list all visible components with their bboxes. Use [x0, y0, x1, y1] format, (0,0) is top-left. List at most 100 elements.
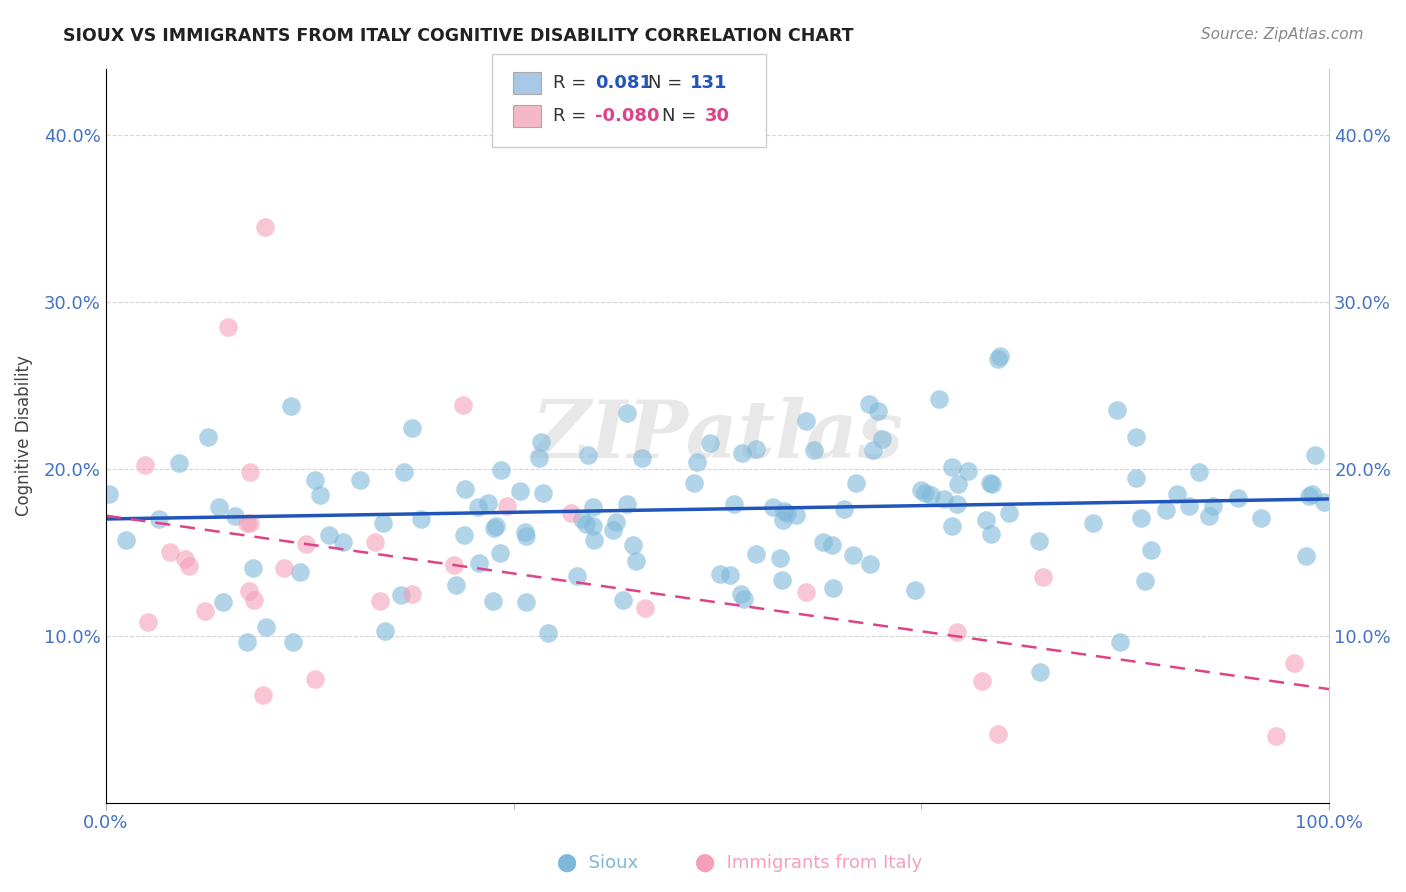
Point [972, 673, 994, 688]
Point [582, 500, 605, 515]
Point [1298, 489, 1320, 503]
Text: R =: R = [553, 74, 592, 92]
Point [733, 591, 755, 606]
Point [730, 587, 752, 601]
Point [980, 526, 1002, 541]
Point [409, 511, 432, 525]
Point [1032, 570, 1054, 584]
Point [252, 688, 274, 702]
Text: -0.080: -0.080 [595, 107, 659, 125]
Point [762, 500, 785, 515]
Point [443, 558, 465, 572]
Point [987, 351, 1010, 366]
Point [941, 459, 963, 474]
Point [401, 421, 423, 435]
Point [212, 595, 235, 609]
Point [239, 466, 262, 480]
Text: ⬤  Sioux: ⬤ Sioux [557, 854, 638, 872]
Point [392, 465, 415, 479]
Point [281, 635, 304, 649]
Point [1109, 634, 1132, 648]
Point [769, 550, 792, 565]
Point [820, 538, 842, 552]
Point [987, 727, 1010, 741]
Point [616, 498, 638, 512]
Point [217, 320, 239, 334]
Point [928, 392, 950, 407]
Point [177, 559, 200, 574]
Point [1178, 500, 1201, 514]
Point [509, 484, 531, 499]
Point [997, 506, 1019, 520]
Point [823, 581, 845, 595]
Text: N =: N = [648, 74, 688, 92]
Point [979, 476, 1001, 491]
Point [368, 593, 391, 607]
Point [207, 500, 229, 514]
Point [236, 516, 259, 531]
Point [1301, 486, 1323, 500]
Point [488, 545, 510, 559]
Point [1202, 499, 1225, 513]
Point [114, 533, 136, 547]
Point [530, 434, 553, 449]
Point [496, 499, 519, 513]
Point [723, 496, 745, 510]
Text: 131: 131 [690, 74, 728, 92]
Point [811, 535, 834, 549]
Point [626, 554, 648, 568]
Point [515, 595, 537, 609]
Point [699, 436, 721, 450]
Text: 0.081: 0.081 [595, 74, 652, 92]
Text: Source: ZipAtlas.com: Source: ZipAtlas.com [1201, 27, 1364, 42]
Point [718, 567, 741, 582]
Point [224, 508, 246, 523]
Point [242, 561, 264, 575]
Point [1303, 448, 1326, 462]
Text: SIOUX VS IMMIGRANTS FROM ITALY COGNITIVE DISABILITY CORRELATION CHART: SIOUX VS IMMIGRANTS FROM ITALY COGNITIVE… [63, 27, 853, 45]
Point [904, 582, 927, 597]
Point [1081, 516, 1104, 531]
Point [529, 450, 551, 465]
Point [444, 578, 467, 592]
Point [1198, 508, 1220, 523]
Point [236, 634, 259, 648]
Point [159, 545, 181, 559]
Point [945, 625, 967, 640]
Point [957, 464, 980, 478]
Point [489, 463, 512, 477]
Point [612, 593, 634, 607]
Point [862, 442, 884, 457]
Point [858, 397, 880, 411]
Point [194, 604, 217, 618]
Point [866, 403, 889, 417]
Point [1125, 471, 1147, 485]
Point [477, 495, 499, 509]
Point [239, 516, 262, 531]
Point [582, 519, 605, 533]
Point [602, 523, 624, 537]
Point [309, 488, 332, 502]
Point [914, 486, 936, 500]
Point [453, 527, 475, 541]
Point [136, 615, 159, 629]
Point [467, 556, 489, 570]
Point [773, 504, 796, 518]
Point [197, 430, 219, 444]
Point [485, 519, 508, 533]
Point [686, 455, 709, 469]
Point [621, 537, 644, 551]
Point [634, 601, 657, 615]
Point [242, 593, 264, 607]
Point [253, 219, 276, 234]
Point [254, 620, 277, 634]
Point [1028, 533, 1050, 548]
Point [364, 535, 387, 549]
Point [870, 432, 893, 446]
Point [295, 537, 318, 551]
Point [482, 594, 505, 608]
Point [148, 511, 170, 525]
Point [1226, 491, 1249, 506]
Point [1312, 495, 1334, 509]
Point [709, 567, 731, 582]
